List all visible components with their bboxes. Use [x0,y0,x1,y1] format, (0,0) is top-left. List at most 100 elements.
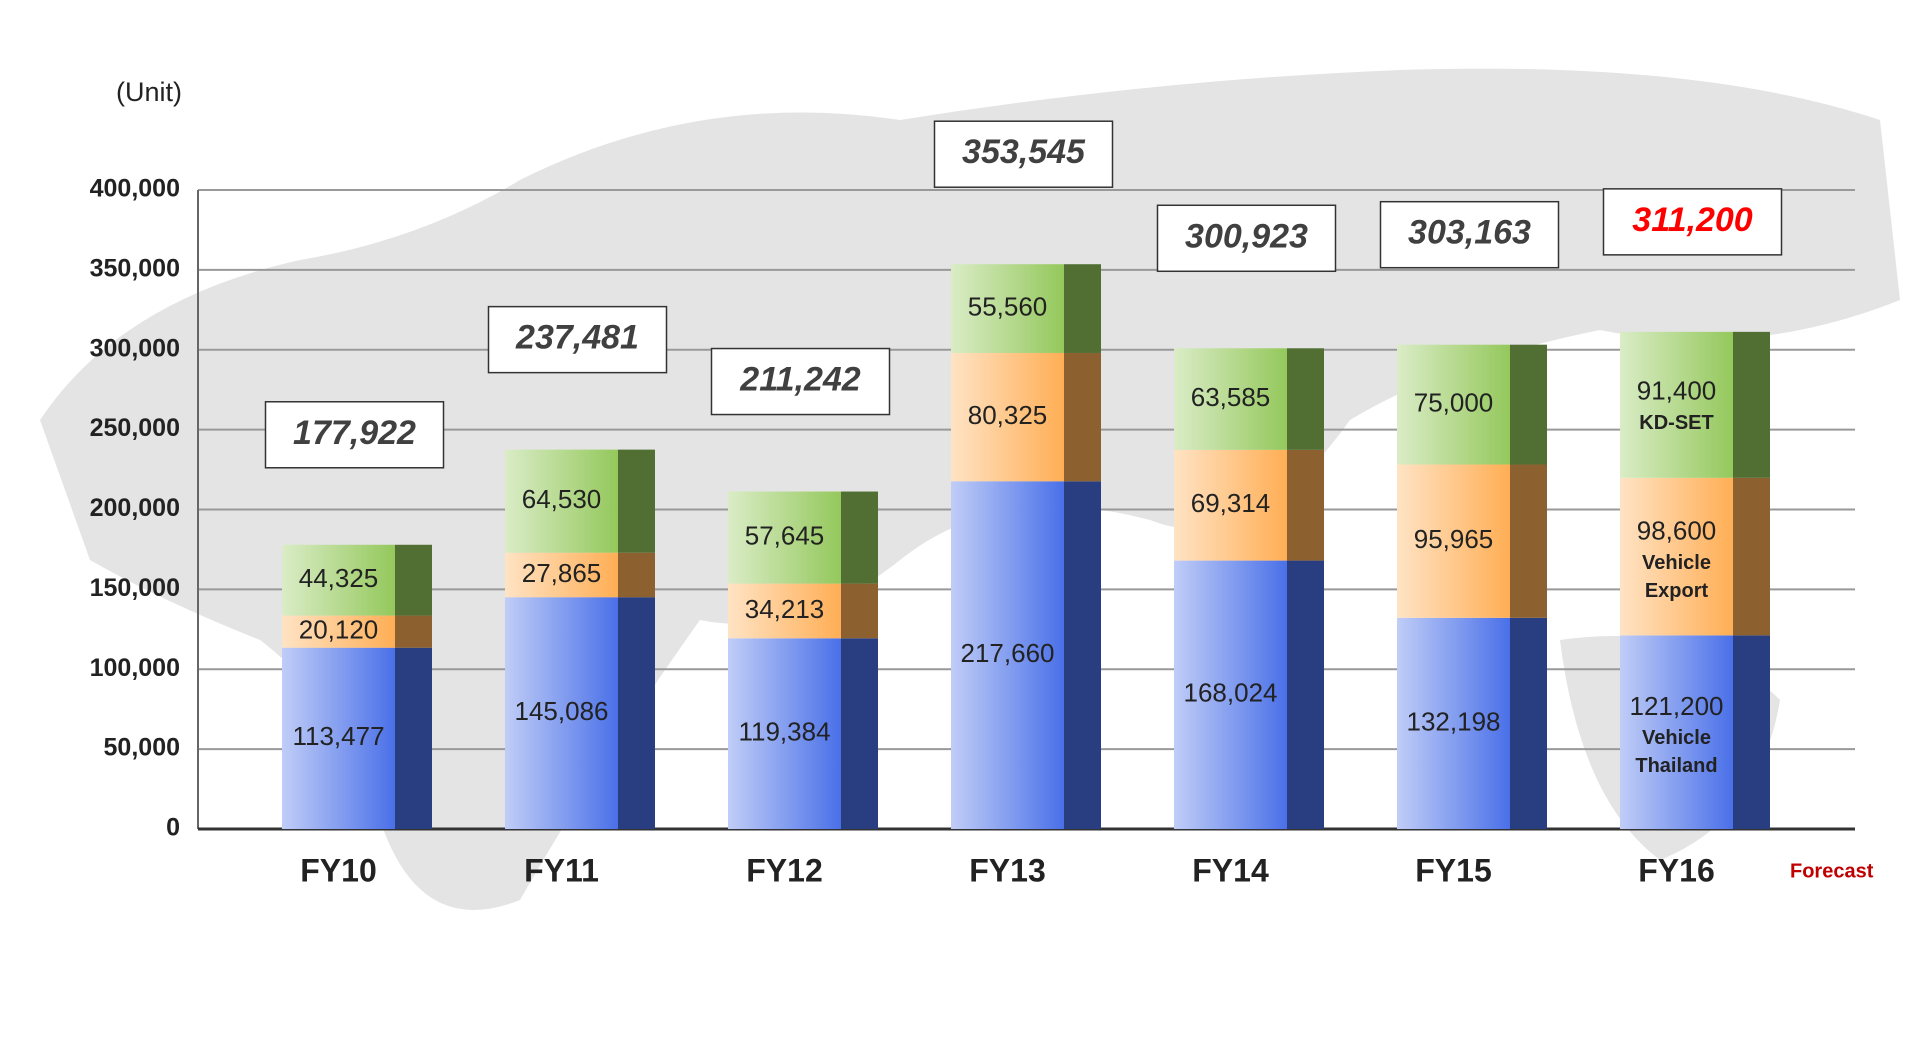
series-label: Vehicle Export [1642,551,1711,602]
bar-side [618,449,655,553]
y-tick-label: 250,000 [90,414,180,442]
value-label: 20,120 [299,615,379,645]
bar-side [395,647,432,829]
bar-segment [951,264,1064,353]
bar-side [1733,477,1770,636]
bar-side [1510,617,1547,829]
x-tick-label: FY13 [969,852,1045,888]
total-label: 177,922 [293,414,416,452]
value-label: 80,325 [968,400,1048,430]
value-label: 64,530 [522,484,602,514]
y-tick-label: 350,000 [90,254,180,282]
x-tick-label: FY10 [300,852,376,888]
value-label: 34,213 [745,594,825,624]
y-tick-label: 50,000 [104,734,180,762]
total-label: 237,481 [515,319,639,357]
total-label: 311,200 [1632,201,1752,239]
x-tick-label: FY14 [1192,852,1269,888]
bar-side [841,638,878,829]
series-label: KD-SET [1639,411,1714,434]
x-tick-label: FY15 [1415,852,1491,888]
bar-side [1510,464,1547,618]
bar-segment [505,449,618,553]
x-tick-label: FY11 [524,852,599,888]
bar-segment [1620,635,1733,829]
total-box [487,305,668,374]
bar-side [1287,348,1324,450]
value-label: 55,560 [968,291,1048,321]
value-label: 119,384 [738,717,830,747]
total-box [1602,188,1783,256]
bar-segment [728,638,841,829]
bar-side [1733,331,1770,478]
value-label: 75,000 [1414,387,1494,417]
bar-segment [951,352,1064,482]
total-box [264,401,445,469]
y-axis-label: (Unit) [116,77,182,107]
value-label: 98,600 [1637,516,1717,546]
bar-segment [1174,449,1287,561]
y-tick-label: 200,000 [90,494,180,522]
value-label: 63,585 [1191,382,1271,412]
bar-segment [728,491,841,584]
bar-segment [505,597,618,829]
value-label: 145,086 [515,696,609,726]
bar-segment [1397,617,1510,829]
bar-side [1064,481,1101,829]
value-label: 113,477 [292,721,384,751]
bar-side [1064,352,1101,482]
value-label: 95,965 [1414,524,1494,554]
series-label: Vehicle Thailand [1635,727,1718,778]
bar-segment [951,481,1064,829]
bar-side [395,615,432,648]
value-label: 91,400 [1637,376,1717,406]
bar-side [618,552,655,598]
bar-segment [1620,477,1733,636]
bar-side [395,544,432,616]
value-label: 44,325 [299,563,379,593]
bar-segment [282,615,395,648]
bar-side [841,491,878,584]
value-label: 121,200 [1630,691,1724,721]
bar-side [841,583,878,639]
bar-segment [505,552,618,598]
y-tick-label: 150,000 [90,574,180,602]
value-label: 27,865 [522,558,602,588]
total-box [933,120,1114,188]
bar-segment [1620,331,1733,478]
bar-side [1064,264,1101,353]
value-label: 217,660 [961,638,1055,668]
x-tick-label: FY12 [746,852,822,888]
bar-segment [1397,344,1510,465]
y-tick-label: 300,000 [90,334,180,362]
bar-side [1733,635,1770,829]
total-box [1379,200,1560,269]
x-tick-label: FY16 [1638,852,1714,888]
annotation: Forecast [1790,860,1874,882]
total-label: 300,923 [1185,217,1308,255]
total-label: 303,163 [1408,214,1531,252]
bar-segment [728,583,841,639]
value-label: 69,314 [1191,488,1271,518]
bar-side [1287,449,1324,561]
total-label: 211,242 [739,361,860,399]
value-label: 57,645 [745,520,825,550]
value-label: 132,198 [1407,706,1501,736]
bar-segment [1174,348,1287,450]
bar-side [1287,560,1324,829]
y-tick-label: 100,000 [90,654,180,682]
total-box [1156,204,1337,273]
y-tick-label: 400,000 [90,175,180,203]
total-label: 353,545 [962,133,1086,171]
bar-segment [1397,464,1510,618]
bar-side [1510,344,1547,465]
bar-segment [282,647,395,829]
bar-segment [282,544,395,616]
value-label: 168,024 [1184,678,1278,708]
y-tick-label: 0 [166,814,180,842]
bar-segment [1174,560,1287,829]
bar-side [618,597,655,829]
total-box [710,347,891,416]
